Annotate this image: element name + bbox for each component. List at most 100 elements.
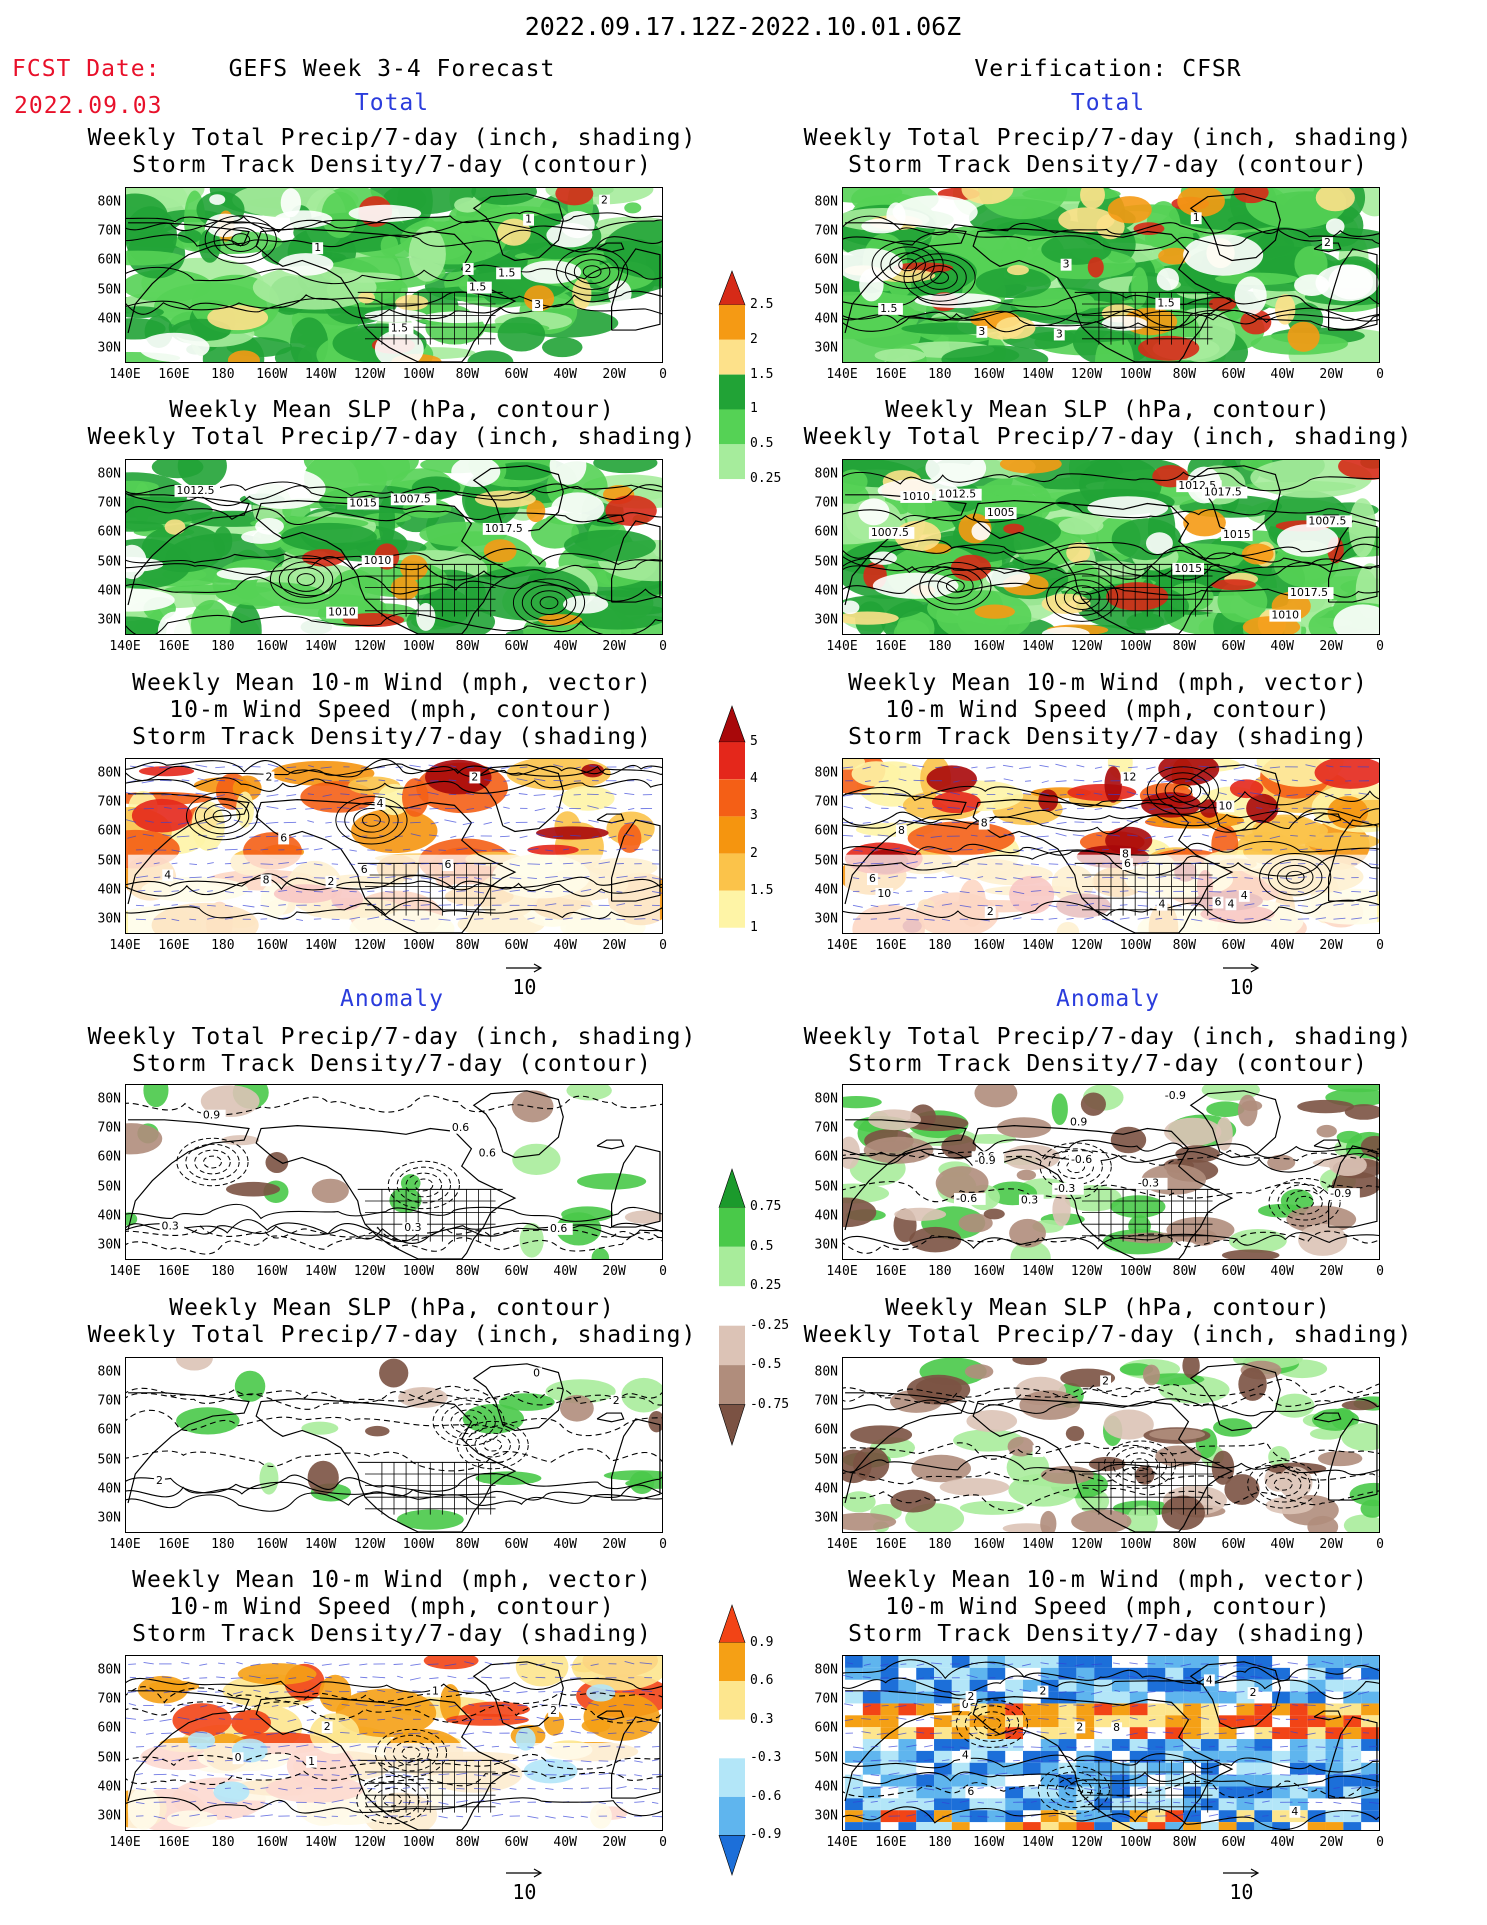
wind-vector — [509, 877, 522, 880]
wind-vector — [1191, 861, 1202, 865]
contour-line — [126, 1677, 662, 1694]
wind-vector — [935, 1704, 943, 1706]
shade-cell — [1005, 1786, 1024, 1799]
shade-blob — [974, 1085, 1018, 1108]
shade-blob — [451, 460, 501, 487]
shade-cell — [1236, 1715, 1255, 1728]
shade-cell — [898, 1774, 917, 1787]
lat-tick: 70N — [97, 223, 121, 239]
lon-tick: 80W — [455, 1264, 480, 1279]
europe-outline — [611, 248, 661, 331]
shade-blob — [1149, 1428, 1206, 1440]
shade-cell — [987, 1750, 1006, 1763]
wind-vector — [278, 1788, 288, 1791]
wind-vector — [153, 876, 161, 879]
shade-blob — [843, 1095, 882, 1109]
contour-ring — [231, 233, 251, 247]
contour-ring — [937, 573, 974, 599]
shade-blob — [1016, 1169, 1037, 1181]
wind-vector — [545, 1760, 555, 1763]
wind-vector — [608, 835, 617, 839]
colorbar-segment — [719, 1325, 745, 1366]
wind-vector — [278, 1758, 289, 1762]
wind-vector — [843, 805, 854, 809]
wind-vector — [1351, 903, 1360, 906]
lat-tick: 80N — [814, 194, 838, 210]
wind-vector — [1102, 1786, 1112, 1789]
lat-tick: 60N — [814, 252, 838, 268]
wind-vector — [592, 835, 599, 838]
shade-cell — [934, 1798, 952, 1811]
wind-vector — [265, 1677, 279, 1680]
shade-cell — [862, 1822, 881, 1830]
shade-cell — [1254, 1727, 1273, 1740]
contour-line — [843, 1148, 1379, 1173]
shade-cell — [934, 1822, 952, 1830]
shade-cell — [880, 1715, 899, 1728]
lon-tick: 160E — [158, 639, 190, 654]
map-svg: 0.90.60.30.60.30.6 — [126, 1085, 662, 1259]
contour-label: 1015 — [1174, 562, 1202, 575]
contour-label: 1010 — [364, 554, 392, 567]
shade-cell — [1111, 1762, 1130, 1775]
wind-vector — [224, 1815, 232, 1818]
wind-vector — [1039, 764, 1049, 768]
wind-vector — [545, 1788, 554, 1790]
wind-vector — [634, 1801, 645, 1803]
shade-cell — [987, 1774, 1006, 1787]
shade-blob — [126, 496, 213, 525]
contour-label-bg — [1201, 486, 1248, 499]
wind-vector — [361, 766, 368, 769]
vector-ref-label: 10 — [1229, 975, 1254, 999]
wind-vector — [1340, 835, 1352, 838]
shade-cell — [1147, 1679, 1166, 1692]
shade-cell — [1254, 1774, 1273, 1787]
vector-ref-arrow — [1223, 963, 1260, 973]
shade-blob — [1088, 1456, 1126, 1472]
wind-vector — [197, 777, 208, 782]
shade-blob — [1344, 1104, 1379, 1120]
wind-vector — [1244, 1788, 1252, 1791]
shade-cell — [1272, 1774, 1290, 1787]
shade-cell — [987, 1703, 1006, 1716]
lat-tick: 80N — [814, 1364, 838, 1380]
wind-vector — [355, 1703, 368, 1706]
lon-tick: 160E — [158, 1264, 190, 1279]
contour-label-bg — [232, 1752, 244, 1765]
lon-tick: 20W — [1319, 938, 1343, 953]
wind-vector — [888, 1786, 899, 1789]
shade-cell — [1236, 1750, 1255, 1763]
shade-blob — [237, 1663, 317, 1685]
contour-label: 0.6 — [550, 1222, 567, 1235]
wind-vector — [1084, 1788, 1097, 1791]
lat-tick: 70N — [814, 794, 838, 810]
contour-label-bg — [1306, 515, 1352, 528]
shade-cell — [1200, 1656, 1219, 1668]
panel-title-line: Weekly Mean 10-m Wind (mph, vector) — [848, 670, 1368, 696]
contour-label: 1 — [1193, 211, 1200, 224]
wind-vector — [491, 888, 504, 892]
wind-vector — [253, 807, 261, 809]
wind-vector — [995, 904, 1003, 907]
shade-cell — [1343, 1715, 1362, 1728]
wind-vector — [286, 766, 297, 769]
wind-vector — [509, 863, 520, 867]
shade-blob — [850, 1425, 913, 1445]
wind-vector — [1072, 834, 1085, 837]
wind-vector — [1226, 918, 1236, 921]
wind-vector — [1096, 834, 1103, 837]
contour-label-bg — [984, 507, 1017, 520]
wind-vector — [373, 819, 386, 823]
wind-vector — [266, 1732, 279, 1736]
wind-vector — [1326, 765, 1334, 768]
contour-label-bg — [1119, 848, 1131, 861]
wind-vector — [1368, 1745, 1377, 1748]
wind-vector — [1084, 1774, 1096, 1777]
shade-blob — [1158, 247, 1191, 265]
contour-ring — [456, 1420, 529, 1470]
wind-vector — [127, 1691, 137, 1694]
wind-vector — [1333, 1787, 1340, 1789]
contour-ring — [930, 271, 949, 284]
north-america-outline — [972, 1696, 1234, 1830]
